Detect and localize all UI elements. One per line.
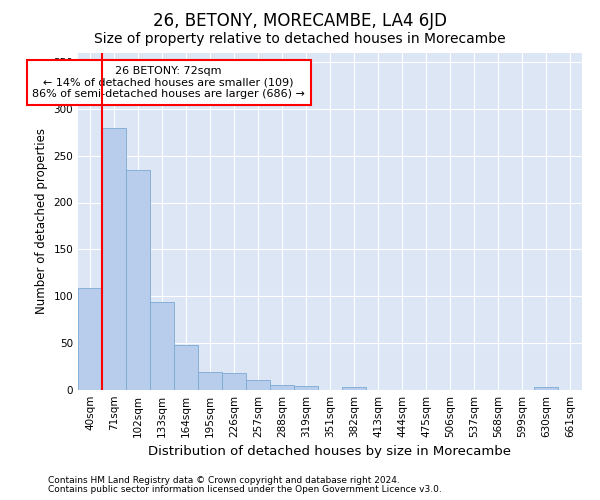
Y-axis label: Number of detached properties: Number of detached properties bbox=[35, 128, 48, 314]
Bar bbox=[222, 373, 246, 390]
Bar bbox=[102, 128, 126, 390]
Text: Contains HM Land Registry data © Crown copyright and database right 2024.: Contains HM Land Registry data © Crown c… bbox=[48, 476, 400, 485]
Bar bbox=[342, 387, 366, 390]
Text: Size of property relative to detached houses in Morecambe: Size of property relative to detached ho… bbox=[94, 32, 506, 46]
Bar bbox=[246, 380, 270, 390]
Bar bbox=[126, 170, 150, 390]
Bar bbox=[198, 372, 222, 390]
Bar bbox=[294, 386, 318, 390]
X-axis label: Distribution of detached houses by size in Morecambe: Distribution of detached houses by size … bbox=[149, 446, 511, 458]
Bar bbox=[78, 288, 102, 390]
Bar bbox=[150, 302, 174, 390]
Bar bbox=[270, 386, 294, 390]
Bar bbox=[174, 345, 198, 390]
Text: Contains public sector information licensed under the Open Government Licence v3: Contains public sector information licen… bbox=[48, 485, 442, 494]
Text: 26 BETONY: 72sqm
← 14% of detached houses are smaller (109)
86% of semi-detached: 26 BETONY: 72sqm ← 14% of detached house… bbox=[32, 66, 305, 99]
Text: 26, BETONY, MORECAMBE, LA4 6JD: 26, BETONY, MORECAMBE, LA4 6JD bbox=[153, 12, 447, 30]
Bar bbox=[534, 387, 558, 390]
